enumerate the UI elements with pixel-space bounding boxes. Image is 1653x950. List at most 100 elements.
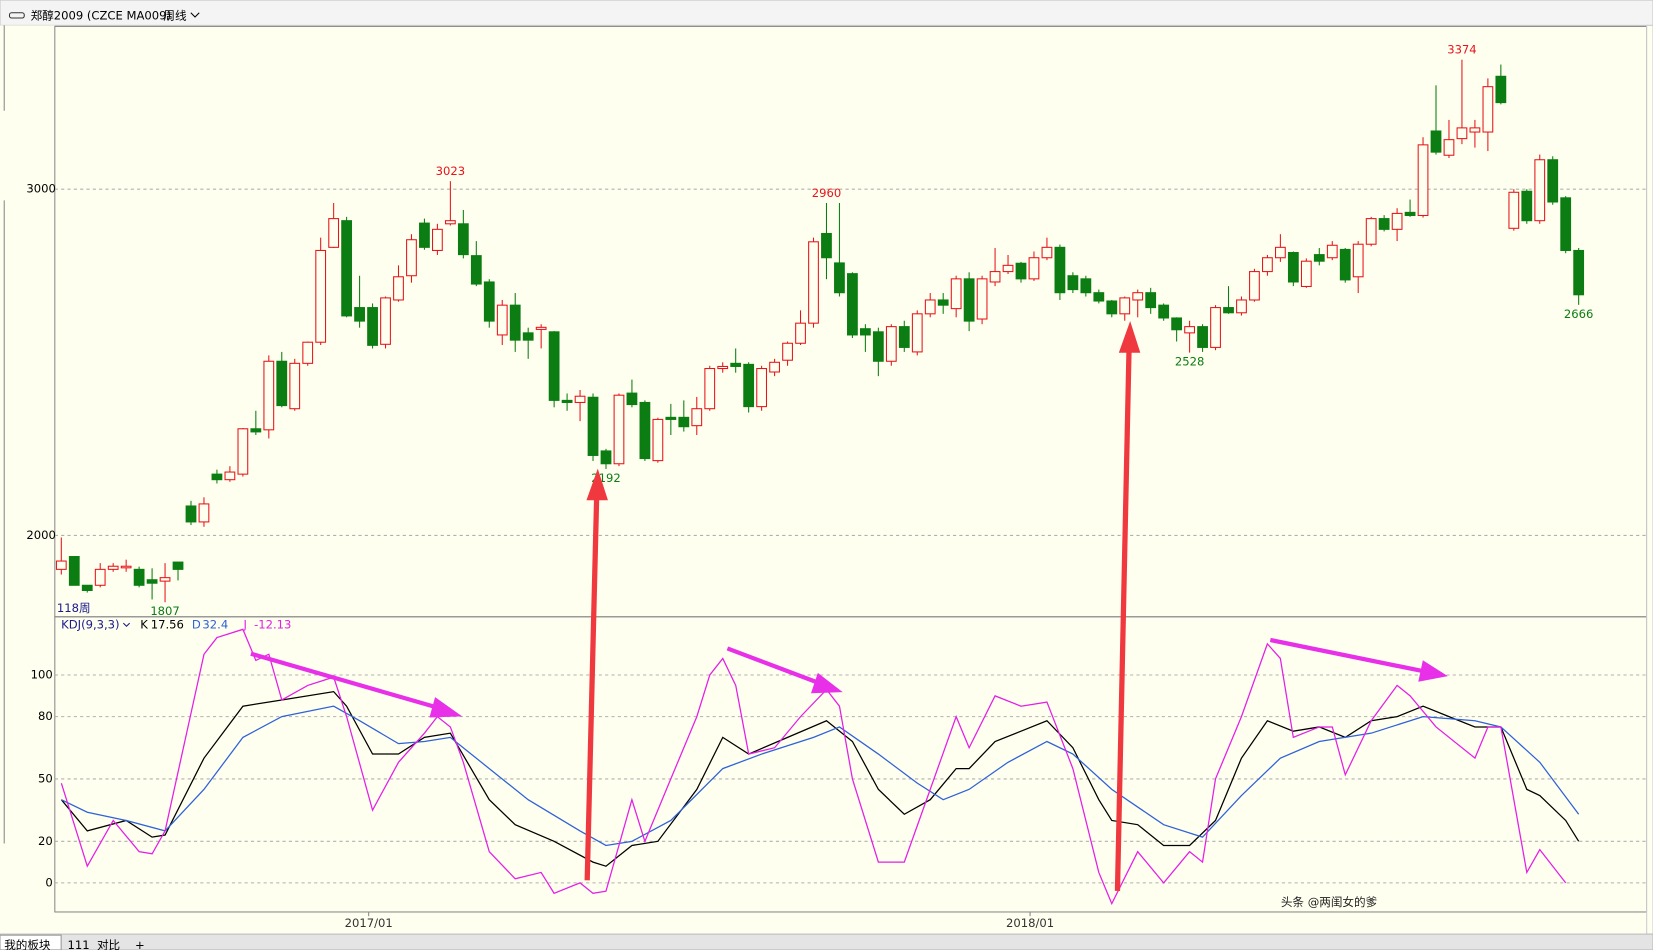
y-tick-label: 0 [45,875,52,889]
tab[interactable]: 111 [67,938,89,950]
candle-body [509,304,521,341]
candle-body [263,360,275,431]
candle-body [639,401,651,460]
readout-name: D [192,618,201,632]
candle-body [250,428,262,433]
candle-body [1482,86,1494,133]
candle-body [393,276,404,301]
arrow-shaft [1269,637,1426,674]
candle-body [691,408,703,427]
candle-body [159,577,171,582]
candle-body [1339,248,1351,281]
period-caret[interactable] [190,12,200,18]
candle-body [107,565,119,570]
candle-body [1054,246,1066,294]
x-tick-label: 2017/01 [345,916,393,930]
candle-body [1404,211,1416,217]
candle-body [354,307,365,322]
candle-body [1106,300,1118,315]
candle-body [302,341,314,364]
arrow-shaft [584,495,600,881]
candle-body [535,326,547,330]
candle-body [1560,197,1572,251]
candle-body [198,503,210,523]
candle-body [237,428,249,475]
candle-body [1391,212,1403,230]
candle-body [315,249,327,343]
tabs: 我的板块 111 对比 + [0,934,145,950]
magenta-arrows [250,637,1448,718]
y-tick-label: 100 [31,668,53,682]
candle-body [795,322,806,344]
candle-body [1300,260,1312,287]
candle-body [561,399,573,403]
readout-value: 32.4 [202,618,228,632]
period[interactable]: 周线 [163,8,187,22]
y-tick-label: 80 [38,709,53,723]
candle-body [522,332,534,341]
candle-body [1521,190,1533,222]
candle-body [782,342,793,361]
candle-body [1508,191,1520,229]
candle-body [276,360,288,407]
candle-body [1534,159,1546,222]
candle-body [678,416,690,428]
candle-body [432,228,443,251]
tab[interactable]: 我的板块 [4,938,51,950]
tab[interactable]: + [135,938,145,950]
candle-body [367,307,378,346]
tab[interactable]: 对比 [97,938,120,950]
y-tick-label: 20 [38,834,53,848]
candle-body [665,416,677,420]
candle-body [924,299,936,315]
candle-body [1002,264,1014,273]
kdj-line [61,705,1580,847]
extreme-label: 3023 [436,164,465,178]
y-tick-label: 50 [38,771,53,785]
candle-body [1378,218,1390,230]
candle-body [1197,326,1208,348]
candle-body [1093,292,1105,302]
candle-body [81,584,93,592]
candle-body [120,565,132,569]
candle-body [898,326,910,348]
candle-body [444,220,456,225]
candle-body [574,395,586,403]
link-icon[interactable] [8,12,25,19]
candle-body [859,328,871,336]
candle-body [211,473,223,481]
candle-body [1547,159,1559,203]
readout-name: K [140,618,148,632]
extreme-label: 1807 [150,604,179,618]
candle-body [1326,244,1338,259]
arrow-head [1418,660,1448,682]
candle-body [1145,292,1157,309]
y-tick-label: 3000 [26,182,55,196]
candle-body [172,561,184,570]
candle-body [1015,262,1027,280]
candle-body [1352,243,1364,278]
symbol: 郑醇2009 (CZCE MA009) [31,8,171,22]
candle-body [808,241,819,324]
indicator-title: KDJ(9,3,3) [61,618,119,632]
candle-body [1430,130,1442,153]
extreme-label: 2666 [1564,307,1593,321]
candle-body [1171,317,1183,331]
tab-bar [0,933,1653,950]
candle-body [380,297,391,345]
candle-body [1469,127,1481,133]
candle-body [834,262,845,294]
candle-body [730,362,742,367]
candle-body [769,361,780,373]
candle-body [1080,278,1092,294]
candle-body [406,239,417,277]
arrow-head [586,468,608,501]
candle-body [133,568,145,586]
candle-body [457,223,469,256]
candle-body [989,271,1001,283]
candle-body [185,505,197,523]
extreme-label: 3374 [1447,43,1476,57]
kdj-line [60,690,1580,867]
candle-body [341,220,353,317]
